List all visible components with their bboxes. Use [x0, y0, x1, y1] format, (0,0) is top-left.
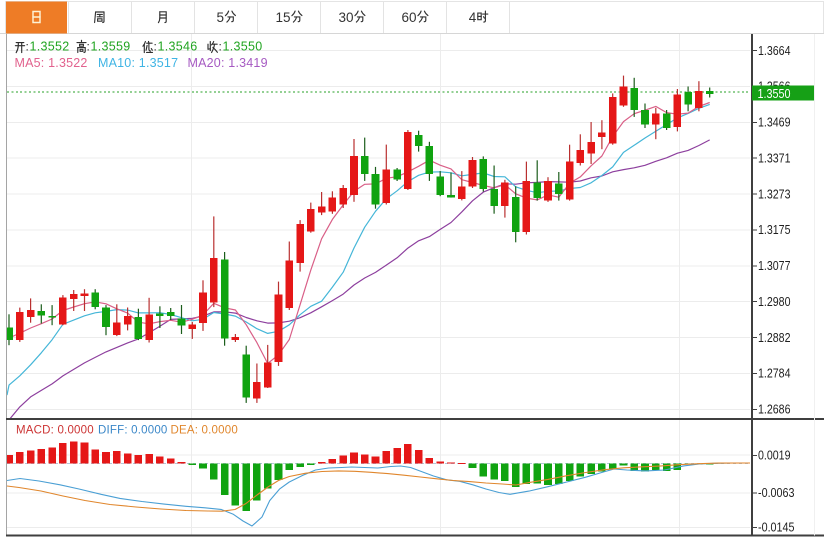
svg-text:1.3273: 1.3273: [758, 186, 791, 201]
svg-text:4: 4: [469, 10, 477, 25]
svg-text:5: 5: [217, 10, 225, 25]
svg-text:1.3550: 1.3550: [758, 86, 791, 101]
svg-text:DEA: 0.0000: DEA: 0.0000: [171, 425, 238, 437]
svg-text:-0.0063: -0.0063: [758, 485, 795, 500]
svg-text:1.3664: 1.3664: [758, 43, 791, 58]
svg-text:MA10: 1.3517: MA10: 1.3517: [98, 56, 178, 70]
svg-text:1.3552: 1.3552: [30, 39, 70, 53]
svg-text:1.3077: 1.3077: [758, 258, 791, 273]
svg-text:1.3469: 1.3469: [758, 115, 791, 130]
svg-text:1.3175: 1.3175: [758, 222, 791, 237]
svg-text:1.2882: 1.2882: [758, 330, 791, 345]
svg-text:1.3559: 1.3559: [91, 39, 131, 53]
svg-text:MA20: 1.3419: MA20: 1.3419: [188, 56, 268, 70]
svg-text::: :: [154, 39, 157, 53]
svg-text:MACD: 0.0000: MACD: 0.0000: [16, 425, 94, 437]
svg-text:1.3550: 1.3550: [223, 39, 263, 53]
svg-text:1.2686: 1.2686: [758, 402, 791, 417]
svg-text::: :: [219, 39, 222, 53]
svg-text::: :: [26, 39, 29, 53]
svg-text:0.0019: 0.0019: [758, 448, 791, 463]
svg-text::: :: [87, 39, 90, 53]
svg-text:15: 15: [276, 10, 291, 25]
svg-text:1.3371: 1.3371: [758, 150, 791, 165]
svg-text:60: 60: [402, 10, 417, 25]
svg-text:30: 30: [339, 10, 354, 25]
svg-text:1.3546: 1.3546: [158, 39, 198, 53]
svg-text:1.2784: 1.2784: [758, 366, 791, 381]
svg-text:-0.0145: -0.0145: [758, 520, 795, 535]
svg-text:1.2980: 1.2980: [758, 294, 791, 309]
svg-text:MA5: 1.3522: MA5: 1.3522: [15, 56, 88, 70]
svg-text:DIFF: 0.0000: DIFF: 0.0000: [98, 425, 168, 437]
